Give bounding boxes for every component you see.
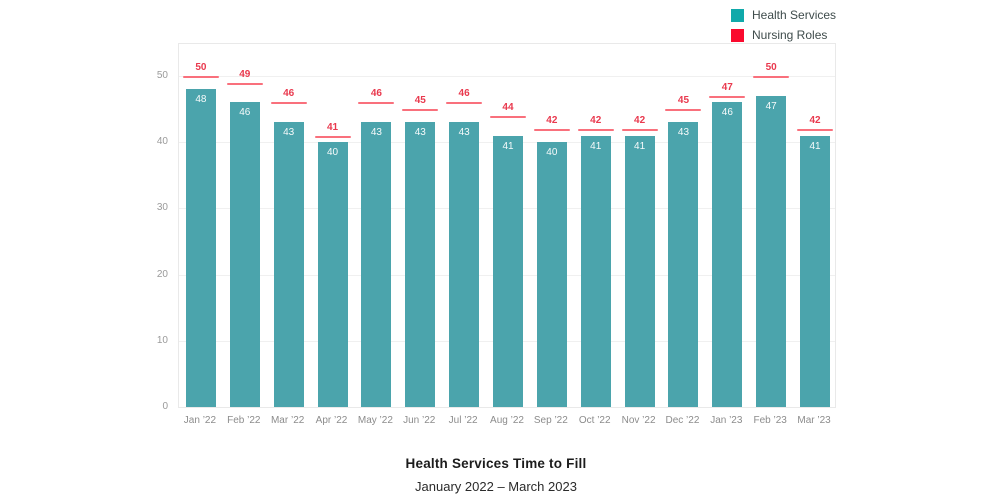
bar-value-label: 41: [634, 140, 646, 152]
nursing-roles-marker[interactable]: [490, 115, 526, 118]
x-tick-label: Mar ’22: [270, 415, 305, 426]
marker-value-label: 46: [283, 88, 295, 100]
health-services-bar[interactable]: 41: [800, 135, 831, 407]
health-services-bar[interactable]: 43: [405, 122, 436, 407]
health-services-bar[interactable]: 41: [493, 135, 523, 407]
marker-value-label: 42: [634, 114, 646, 126]
health-services-bar[interactable]: 41: [580, 135, 611, 407]
nursing-roles-marker[interactable]: [533, 128, 570, 131]
nursing-roles-marker[interactable]: [797, 128, 834, 131]
bar-value-label: 40: [326, 147, 339, 159]
chart-title: Health Services Time to Fill: [405, 456, 587, 471]
gridline: [179, 76, 835, 77]
nursing-roles-marker[interactable]: [753, 76, 790, 78]
marker-value-label: 50: [765, 62, 777, 73]
marker-value-label: 42: [590, 114, 602, 126]
nursing-roles-marker[interactable]: [402, 109, 439, 112]
bar-value-label: 40: [546, 147, 558, 159]
health-services-bar[interactable]: 47: [756, 95, 787, 407]
y-tick-label: 20: [156, 268, 168, 280]
nursing-roles-marker[interactable]: [226, 82, 263, 85]
x-tick-label: Nov ’22: [621, 415, 656, 426]
nursing-roles-marker[interactable]: [270, 102, 307, 105]
health-services-bar[interactable]: 43: [449, 122, 480, 407]
legend: Health Services Nursing Roles: [731, 8, 836, 48]
nursing-roles-marker[interactable]: [577, 128, 614, 131]
marker-value-label: 41: [326, 121, 339, 133]
bar-value-label: 46: [239, 107, 251, 119]
x-tick-label: Dec ’22: [665, 415, 700, 426]
bar-value-label: 48: [195, 94, 207, 106]
nursing-roles-marker[interactable]: [709, 95, 746, 98]
x-tick-label: Feb ’22: [227, 415, 261, 426]
nursing-roles-marker[interactable]: [358, 102, 395, 105]
legend-item-health-services[interactable]: Health Services: [731, 8, 836, 22]
x-tick-label: Oct ’22: [578, 415, 611, 426]
marker-value-label: 42: [809, 114, 821, 126]
bar-value-label: 43: [458, 127, 470, 139]
x-tick-label: Jun ’22: [403, 415, 436, 426]
bar-value-label: 43: [414, 127, 426, 139]
health-services-bar[interactable]: 40: [317, 142, 348, 407]
nursing-roles-marker[interactable]: [665, 109, 702, 112]
x-tick-label: Sep ’22: [533, 415, 568, 426]
marker-value-label: 45: [677, 95, 690, 107]
health-services-bar[interactable]: 46: [712, 102, 743, 407]
chart-title-block: Health Services Time to Fill January 202…: [0, 456, 992, 494]
x-tick-label: Jan ’22: [183, 415, 217, 426]
health-services-bar[interactable]: 41: [624, 135, 655, 407]
health-services-bar[interactable]: 43: [668, 122, 699, 407]
y-tick-label: 10: [156, 334, 168, 346]
nursing-roles-marker[interactable]: [446, 102, 483, 105]
bar-value-label: 41: [809, 140, 821, 152]
bar-value-label: 43: [283, 127, 295, 139]
legend-swatch-health-services: [731, 8, 744, 22]
health-services-bar[interactable]: 46: [229, 102, 260, 407]
legend-label-health-services: Health Services: [752, 8, 837, 22]
bar-value-label: 47: [765, 100, 777, 112]
bar-value-label: 46: [721, 107, 733, 119]
marker-value-label: 46: [458, 88, 470, 100]
y-tick-label: 0: [162, 401, 168, 412]
marker-value-label: 45: [414, 95, 426, 107]
y-tick-label: 50: [156, 70, 168, 81]
marker-value-label: 42: [546, 114, 558, 126]
marker-value-label: 47: [721, 81, 733, 93]
nursing-roles-marker[interactable]: [314, 135, 351, 138]
x-tick-label: Aug ’22: [490, 415, 524, 426]
x-tick-label: Feb ’23: [753, 415, 787, 426]
bar-value-label: 41: [590, 140, 602, 152]
health-services-bar[interactable]: 48: [185, 89, 216, 407]
x-tick-label: Jan ’23: [710, 415, 743, 426]
marker-value-label: 50: [195, 62, 207, 73]
marker-value-label: 44: [502, 101, 514, 113]
bar-value-label: 43: [370, 127, 382, 139]
marker-value-label: 46: [370, 88, 382, 100]
chart-subtitle: January 2022 – March 2023: [415, 479, 577, 494]
marker-value-label: 49: [239, 68, 251, 80]
x-tick-label: Jul ’22: [448, 415, 478, 426]
health-services-bar[interactable]: 43: [273, 122, 304, 407]
legend-item-nursing-roles[interactable]: Nursing Roles: [731, 28, 836, 42]
nursing-roles-marker[interactable]: [621, 128, 658, 131]
plot-area: 48 50 46 49 43 46 40 41 43 46 43 45 43 46 41 44 40 42 41 42…: [178, 43, 836, 408]
health-services-bar[interactable]: 43: [361, 122, 392, 407]
y-tick-label: 30: [156, 202, 168, 214]
bar-value-label: 43: [677, 127, 690, 139]
legend-label-nursing-roles: Nursing Roles: [752, 28, 828, 42]
health-services-bar[interactable]: 40: [536, 142, 567, 407]
nursing-roles-marker[interactable]: [182, 76, 219, 78]
y-tick-label: 40: [156, 136, 168, 148]
bar-value-label: 41: [502, 140, 514, 152]
x-tick-label: May ’22: [357, 415, 393, 426]
legend-swatch-nursing-roles: [731, 28, 744, 42]
x-tick-label: Mar ’23: [797, 415, 831, 426]
x-tick-label: Apr ’22: [315, 415, 348, 426]
